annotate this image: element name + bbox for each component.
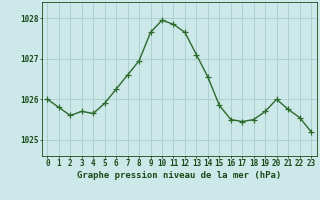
X-axis label: Graphe pression niveau de la mer (hPa): Graphe pression niveau de la mer (hPa) [77,171,281,180]
